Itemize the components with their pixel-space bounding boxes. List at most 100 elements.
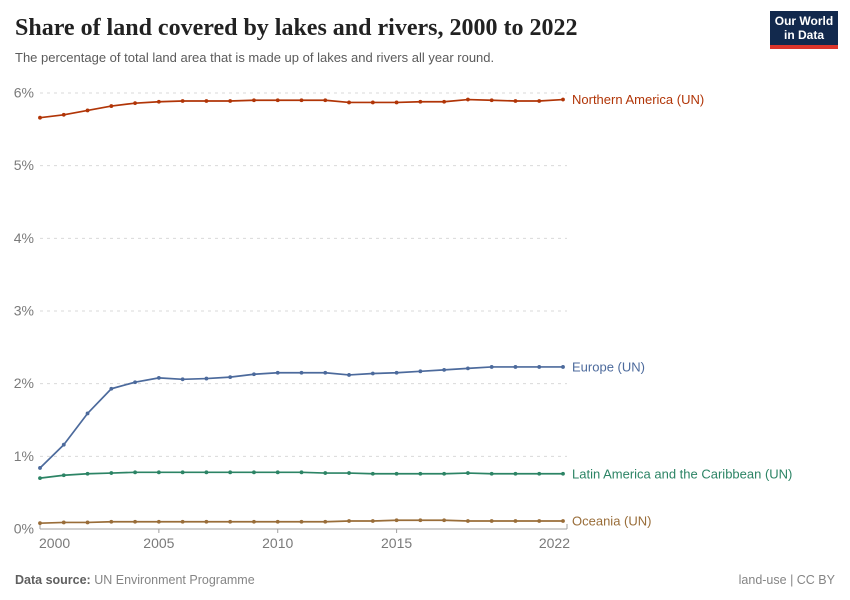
- chart-subtitle: The percentage of total land area that i…: [15, 49, 495, 65]
- data-point: [228, 375, 233, 380]
- data-point: [299, 470, 304, 475]
- data-point: [537, 471, 542, 476]
- data-point: [156, 99, 161, 104]
- series-label[interactable]: Northern America (UN): [572, 92, 704, 107]
- data-point: [180, 99, 185, 103]
- data-point: [180, 470, 185, 475]
- data-point: [561, 519, 565, 523]
- data-point: [156, 470, 161, 475]
- y-tick-label: 4%: [14, 230, 34, 246]
- data-point: [109, 519, 114, 524]
- series-northern-america-un-: Northern America (UN): [38, 92, 704, 120]
- data-point: [133, 101, 137, 106]
- chart-footer: Data source: UN Environment Programme la…: [15, 573, 835, 587]
- x-axis: 2000 2005 2010 2015 2022: [39, 524, 570, 551]
- y-tick-label: 0%: [14, 521, 34, 537]
- data-point: [537, 99, 542, 103]
- data-source-value: UN Environment Programme: [90, 573, 255, 587]
- data-point: [61, 473, 66, 478]
- owid-logo-line2: in Data: [783, 28, 824, 42]
- data-point: [109, 471, 114, 475]
- data-point: [442, 471, 447, 476]
- data-point: [442, 367, 447, 372]
- data-point: [156, 519, 161, 524]
- data-point: [204, 470, 209, 475]
- license-note[interactable]: land-use | CC BY: [739, 573, 835, 587]
- data-point: [394, 370, 399, 375]
- data-point: [370, 100, 375, 105]
- owid-logo[interactable]: Our World in Data: [770, 11, 838, 49]
- data-point: [252, 98, 256, 103]
- data-point: [252, 372, 256, 377]
- series-line[interactable]: [39, 366, 564, 469]
- data-point: [133, 519, 137, 524]
- data-point: [466, 97, 470, 102]
- series-label[interactable]: Oceania (UN): [572, 514, 651, 529]
- data-point: [347, 471, 351, 475]
- data-point: [61, 112, 66, 117]
- data-point: [394, 518, 399, 523]
- x-tick-label: 2015: [381, 535, 412, 551]
- data-point: [394, 471, 399, 476]
- data-point: [38, 115, 42, 120]
- y-gridlines: 0% 1% 2% 3% 4% 5% 6%: [14, 85, 567, 537]
- data-point: [109, 386, 114, 391]
- data-point: [156, 375, 161, 380]
- data-point: [133, 470, 137, 475]
- data-point: [85, 471, 90, 476]
- x-tick-label: 2000: [39, 535, 70, 551]
- series-label[interactable]: Europe (UN): [572, 359, 645, 374]
- data-point: [228, 519, 233, 524]
- data-point: [347, 519, 351, 523]
- data-point: [513, 365, 518, 369]
- data-point: [275, 470, 280, 475]
- data-point: [85, 411, 90, 416]
- data-point: [323, 370, 328, 375]
- data-point: [275, 370, 280, 375]
- series-latin-america-and-the-caribbean-un-: Latin America and the Caribbean (UN): [38, 466, 792, 481]
- series-label[interactable]: Latin America and the Caribbean (UN): [572, 466, 792, 481]
- data-point: [513, 99, 518, 103]
- series-europe-un-: Europe (UN): [38, 359, 645, 470]
- data-point: [228, 470, 233, 475]
- data-point: [228, 99, 233, 103]
- series-line[interactable]: [39, 98, 564, 119]
- data-point: [466, 366, 470, 371]
- data-source: Data source: UN Environment Programme: [15, 573, 255, 587]
- data-point: [252, 470, 256, 475]
- license-text: land-use | CC BY: [738, 573, 835, 587]
- y-tick-label: 1%: [14, 448, 34, 464]
- data-point: [561, 365, 565, 369]
- data-point: [275, 519, 280, 524]
- x-tick-label: 2005: [143, 535, 174, 551]
- y-tick-label: 5%: [14, 157, 34, 173]
- data-point: [204, 99, 209, 103]
- data-point: [180, 519, 185, 524]
- owid-logo-line1: Our World: [774, 13, 834, 28]
- data-point: [275, 98, 280, 103]
- data-point: [537, 365, 542, 369]
- data-point: [466, 519, 470, 523]
- x-tick-label: 2010: [262, 535, 293, 551]
- data-point: [489, 471, 494, 476]
- data-point: [370, 371, 375, 376]
- data-point: [561, 471, 565, 476]
- data-point: [38, 521, 42, 526]
- data-point: [442, 518, 447, 523]
- data-point: [323, 519, 328, 524]
- data-point: [370, 519, 375, 523]
- data-point: [489, 98, 494, 103]
- data-point: [418, 518, 423, 523]
- chart-title: Share of land covered by lakes and river…: [15, 15, 578, 41]
- data-point: [513, 471, 518, 476]
- data-point: [513, 519, 518, 523]
- data-point: [561, 97, 565, 102]
- y-tick-label: 6%: [14, 85, 34, 101]
- chart-header: Share of land covered by lakes and river…: [15, 14, 755, 67]
- y-tick-label: 3%: [14, 303, 34, 319]
- data-point: [61, 442, 66, 447]
- x-tick-label: 2022: [539, 535, 570, 551]
- data-point: [394, 100, 399, 105]
- data-point: [323, 471, 328, 475]
- data-point: [418, 99, 423, 104]
